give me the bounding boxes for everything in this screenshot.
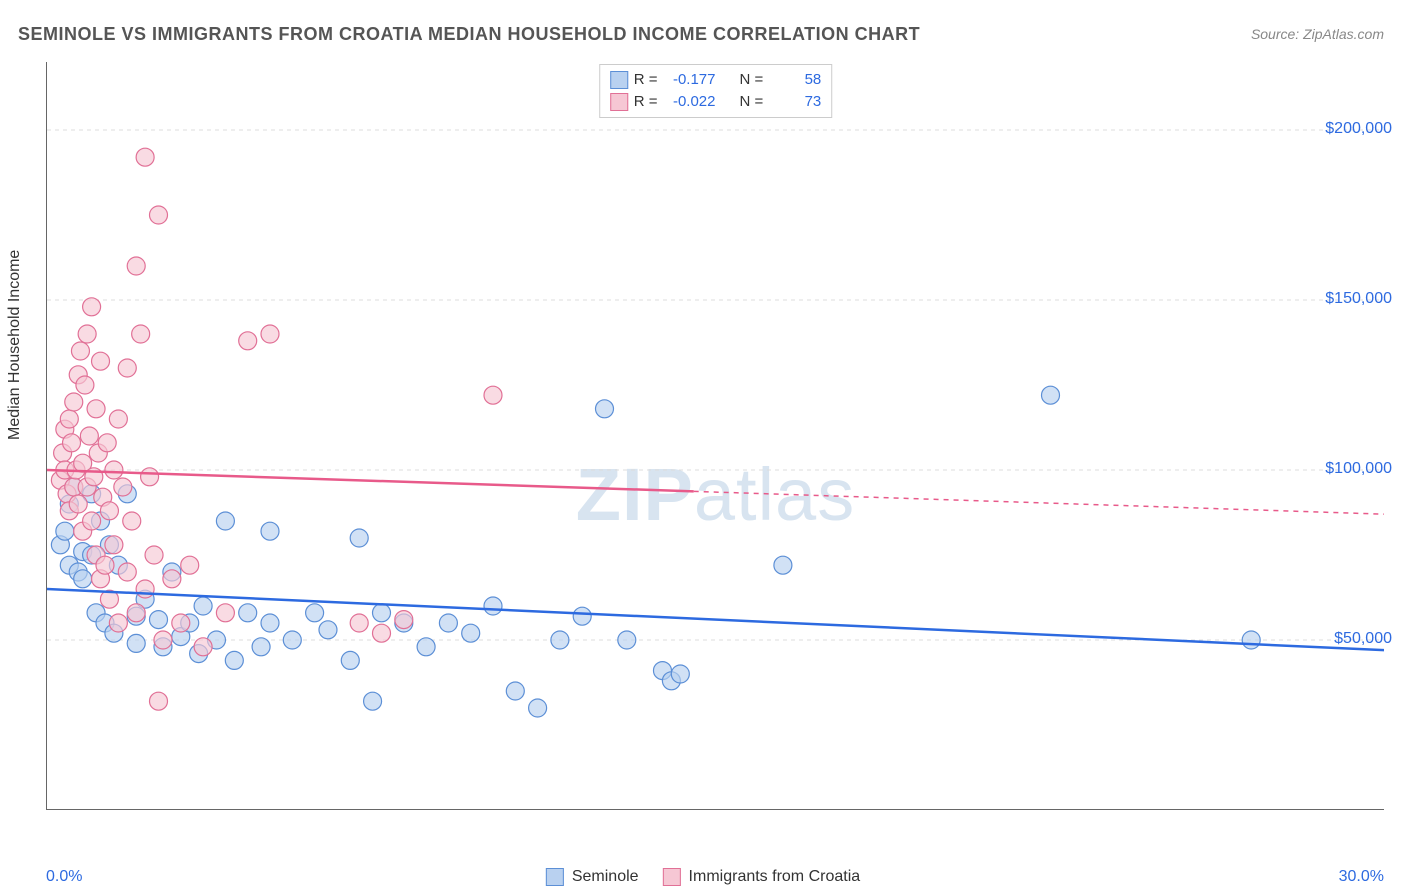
- legend-swatch: [610, 71, 628, 89]
- legend-series-item: Immigrants from Croatia: [663, 868, 861, 886]
- y-tick-label: $50,000: [1334, 630, 1392, 648]
- r-value: -0.022: [664, 91, 716, 113]
- chart-canvas: [47, 62, 1384, 809]
- y-tick-label: $150,000: [1325, 290, 1392, 308]
- r-label: R =: [634, 91, 658, 113]
- legend-stats: R = -0.177 N = 58 R = -0.022 N = 73: [599, 64, 833, 118]
- y-axis-label: Median Household Income: [6, 250, 24, 440]
- n-label: N =: [740, 69, 764, 91]
- n-value: 58: [769, 69, 821, 91]
- x-max-label: 30.0%: [1339, 868, 1384, 886]
- legend-series-label: Seminole: [572, 868, 639, 886]
- r-value: -0.177: [664, 69, 716, 91]
- legend-swatch: [610, 93, 628, 111]
- n-label: N =: [740, 91, 764, 113]
- r-label: R =: [634, 69, 658, 91]
- y-tick-label: $100,000: [1325, 460, 1392, 478]
- y-tick-label: $200,000: [1325, 120, 1392, 138]
- legend-series-item: Seminole: [546, 868, 639, 886]
- x-min-label: 0.0%: [46, 868, 82, 886]
- legend-swatch: [546, 868, 564, 886]
- legend-swatch: [663, 868, 681, 886]
- legend-stats-row: R = -0.177 N = 58: [610, 69, 822, 91]
- chart-title: SEMINOLE VS IMMIGRANTS FROM CROATIA MEDI…: [18, 24, 920, 45]
- plot-area: ZIPatlas R = -0.177 N = 58 R = -0.022 N …: [46, 62, 1384, 810]
- legend-series: Seminole Immigrants from Croatia: [546, 868, 860, 886]
- legend-stats-row: R = -0.022 N = 73: [610, 91, 822, 113]
- source-label: Source: ZipAtlas.com: [1251, 26, 1384, 42]
- n-value: 73: [769, 91, 821, 113]
- legend-series-label: Immigrants from Croatia: [689, 868, 861, 886]
